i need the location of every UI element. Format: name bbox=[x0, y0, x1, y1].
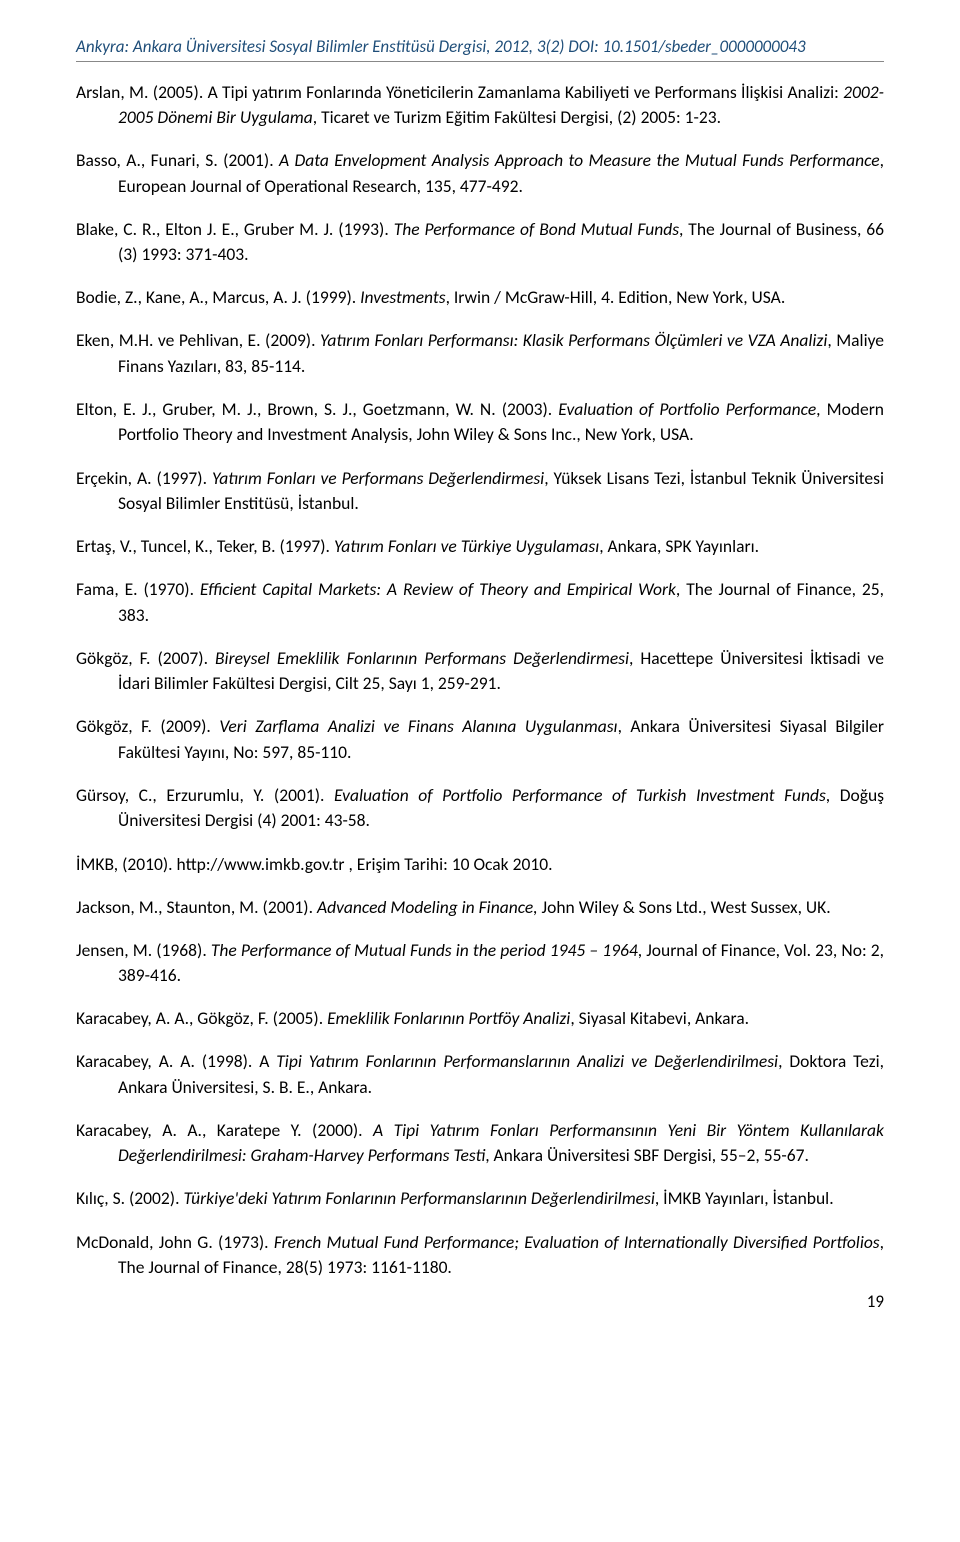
reference-entry: Arslan, M. (2005). A Tipi yatırım Fonlar… bbox=[76, 80, 884, 131]
reference-text: , Irwin / McGraw-Hill, 4. Edition, New Y… bbox=[446, 286, 786, 308]
reference-entry: Karacabey, A. A., Karatepe Y. (2000). A … bbox=[76, 1118, 884, 1169]
reference-text: McDonald, John G. (1973). bbox=[76, 1231, 274, 1253]
reference-title: Veri Zarflama Analizi ve Finans Alanına … bbox=[219, 715, 617, 737]
reference-text: Karacabey, A. A., Karatepe Y. (2000). bbox=[76, 1119, 373, 1141]
reference-title: Bireysel Emeklilik Fonlarının Performans… bbox=[215, 647, 629, 669]
reference-text: Jackson, M., Staunton, M. (2001). bbox=[76, 896, 317, 918]
reference-title: Evaluation of Portfolio Performance bbox=[558, 398, 816, 420]
reference-entry: Elton, E. J., Gruber, M. J., Brown, S. J… bbox=[76, 397, 884, 448]
reference-text: , Ticaret ve Turizm Eğitim Fakültesi Der… bbox=[313, 106, 721, 128]
references-list: Arslan, M. (2005). A Tipi yatırım Fonlar… bbox=[76, 80, 884, 1281]
reference-entry: Jackson, M., Staunton, M. (2001). Advanc… bbox=[76, 895, 884, 921]
reference-text: Karacabey, A. A., Gökgöz, F. (2005). bbox=[76, 1007, 327, 1029]
reference-entry: Kılıç, S. (2002). Türkiye'deki Yatırım F… bbox=[76, 1186, 884, 1212]
reference-entry: Gürsoy, C., Erzurumlu, Y. (2001). Evalua… bbox=[76, 783, 884, 834]
reference-entry: Gökgöz, F. (2009). Veri Zarflama Analizi… bbox=[76, 714, 884, 765]
reference-text: Basso, A., Funari, S. (2001). bbox=[76, 149, 279, 171]
reference-text: Karacabey, A. A. (1998). A bbox=[76, 1050, 276, 1072]
reference-text: Arslan, M. (2005). A Tipi yatırım Fonlar… bbox=[76, 81, 843, 103]
reference-title: Emeklilik Fonlarının Portföy Analizi bbox=[327, 1007, 570, 1029]
reference-text: John Wiley & Sons Ltd., West Sussex, UK. bbox=[542, 896, 831, 918]
reference-text: Eken, M.H. ve Pehlivan, E. (2009). bbox=[76, 329, 320, 351]
reference-title: Türkiye'deki Yatırım Fonlarının Performa… bbox=[183, 1187, 654, 1209]
reference-text: , Ankara, SPK Yayınları. bbox=[599, 535, 759, 557]
reference-text: Gökgöz, F. (2007). bbox=[76, 647, 215, 669]
reference-title: Evaluation of Portfolio Performance of T… bbox=[334, 784, 826, 806]
reference-entry: Karacabey, A. A. (1998). A Tipi Yatırım … bbox=[76, 1049, 884, 1100]
reference-text: Kılıç, S. (2002). bbox=[76, 1187, 183, 1209]
reference-title: Yatırım Fonları ve Türkiye Uygulaması bbox=[334, 535, 599, 557]
reference-text: İMKB, (2010). http://www.imkb.gov.tr , E… bbox=[76, 853, 553, 875]
reference-text: Gökgöz, F. (2009). bbox=[76, 715, 219, 737]
reference-title: The Performance of Mutual Funds in the p… bbox=[211, 939, 638, 961]
reference-title: Tipi Yatırım Fonlarının Performanslarını… bbox=[276, 1050, 778, 1072]
reference-entry: Ertaş, V., Tuncel, K., Teker, B. (1997).… bbox=[76, 534, 884, 560]
reference-entry: Erçekin, A. (1997). Yatırım Fonları ve P… bbox=[76, 466, 884, 517]
reference-title: Yatırım Fonları Performansı: Klasik Perf… bbox=[320, 329, 827, 351]
reference-title: Advanced Modeling in Finance, bbox=[317, 896, 542, 918]
reference-title: Yatırım Fonları ve Performans Değerlendi… bbox=[212, 467, 544, 489]
reference-entry: Karacabey, A. A., Gökgöz, F. (2005). Eme… bbox=[76, 1006, 884, 1032]
reference-text: Erçekin, A. (1997). bbox=[76, 467, 212, 489]
reference-title: Efficient Capital Markets: A Review of T… bbox=[200, 578, 676, 600]
reference-entry: Fama, E. (1970). Efficient Capital Marke… bbox=[76, 577, 884, 628]
page-number: 19 bbox=[76, 1291, 884, 1312]
reference-entry: İMKB, (2010). http://www.imkb.gov.tr , E… bbox=[76, 852, 884, 878]
header-rule bbox=[76, 61, 884, 62]
reference-text: Bodie, Z., Kane, A., Marcus, A. J. (1999… bbox=[76, 286, 360, 308]
reference-entry: Eken, M.H. ve Pehlivan, E. (2009). Yatır… bbox=[76, 328, 884, 379]
reference-text: , Ankara Üniversitesi SBF Dergisi, 55–2,… bbox=[485, 1144, 809, 1166]
reference-entry: Bodie, Z., Kane, A., Marcus, A. J. (1999… bbox=[76, 285, 884, 311]
reference-title: The Performance of Bond Mutual Funds bbox=[394, 218, 679, 240]
reference-text: Ertaş, V., Tuncel, K., Teker, B. (1997). bbox=[76, 535, 334, 557]
reference-text: , İMKB Yayınları, İstanbul. bbox=[655, 1187, 834, 1209]
reference-title: A Data Envelopment Analysis Approach to … bbox=[279, 149, 880, 171]
reference-text: Fama, E. (1970). bbox=[76, 578, 200, 600]
reference-entry: Jensen, M. (1968). The Performance of Mu… bbox=[76, 938, 884, 989]
reference-text: Elton, E. J., Gruber, M. J., Brown, S. J… bbox=[76, 398, 558, 420]
journal-header: Ankyra: Ankara Üniversitesi Sosyal Bilim… bbox=[76, 36, 884, 57]
reference-entry: Gökgöz, F. (2007). Bireysel Emeklilik Fo… bbox=[76, 646, 884, 697]
reference-text: Jensen, M. (1968). bbox=[76, 939, 211, 961]
reference-text: Gürsoy, C., Erzurumlu, Y. (2001). bbox=[76, 784, 334, 806]
reference-entry: Basso, A., Funari, S. (2001). A Data Env… bbox=[76, 148, 884, 199]
reference-title: French Mutual Fund Performance; Evaluati… bbox=[274, 1231, 880, 1253]
reference-entry: McDonald, John G. (1973). French Mutual … bbox=[76, 1230, 884, 1281]
reference-title: Investments bbox=[360, 286, 445, 308]
reference-text: Blake, C. R., Elton J. E., Gruber M. J. … bbox=[76, 218, 394, 240]
reference-entry: Blake, C. R., Elton J. E., Gruber M. J. … bbox=[76, 217, 884, 268]
reference-text: , Siyasal Kitabevi, Ankara. bbox=[570, 1007, 749, 1029]
